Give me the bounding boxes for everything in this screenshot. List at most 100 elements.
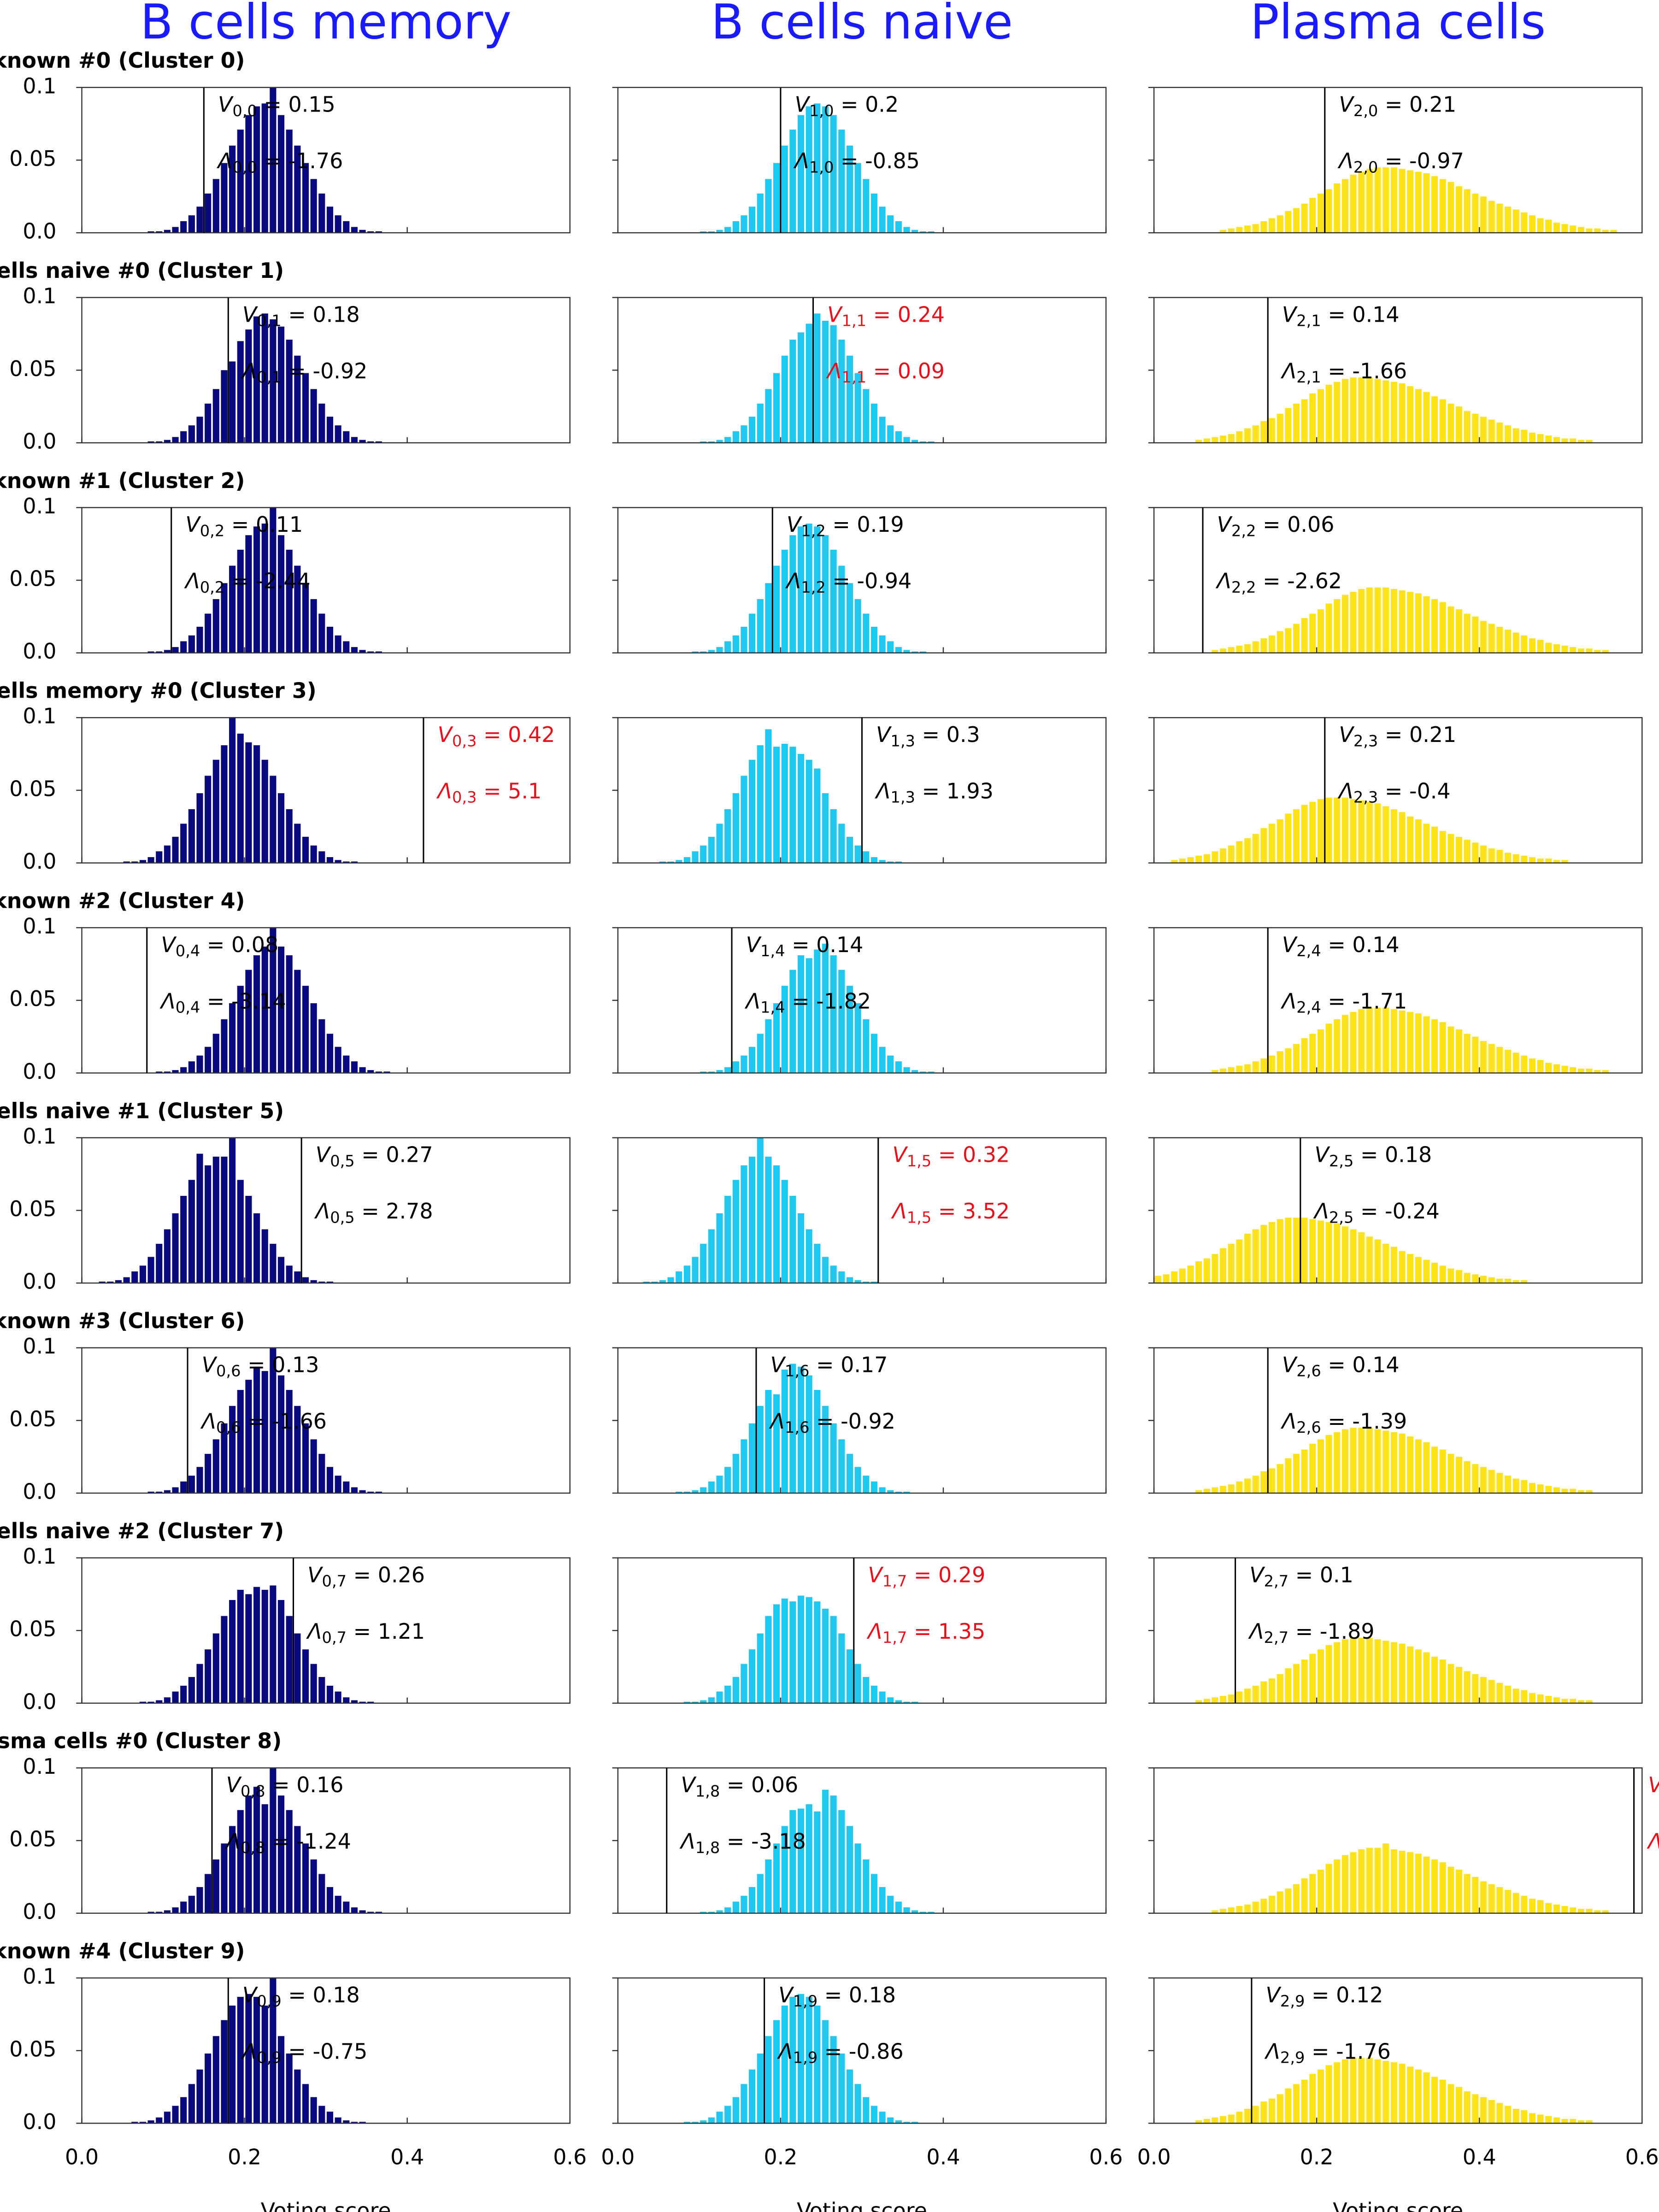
lambda-annotation: Λ0,7 = 1.21	[306, 1618, 425, 1646]
subscript: 0,8	[241, 1838, 265, 1856]
bar	[277, 1375, 285, 1493]
bar	[716, 824, 723, 863]
lambda-annotation: Λ2,6 = -1.39	[1281, 1408, 1407, 1436]
bar	[830, 809, 837, 863]
bar	[895, 861, 902, 863]
bar	[1456, 406, 1463, 443]
bar	[757, 1034, 764, 1073]
bar	[1390, 809, 1397, 863]
bar	[1203, 1258, 1210, 1283]
bar	[1341, 1429, 1348, 1493]
bar	[757, 1633, 764, 1703]
value-label: -1.66	[272, 1408, 327, 1433]
bar	[1496, 2103, 1503, 2124]
bar	[1334, 382, 1341, 443]
bar	[1260, 828, 1267, 863]
x-tick-label: 0.0	[1137, 2144, 1171, 2169]
symbol: V	[1314, 1142, 1330, 1167]
bar	[846, 583, 853, 653]
bar	[1350, 592, 1357, 653]
y-tick-label: 0.0	[23, 849, 56, 874]
bar	[1439, 1862, 1446, 1913]
v-annotation: V2,6 = 0.14	[1282, 1352, 1400, 1380]
bar	[253, 316, 260, 443]
bar	[277, 1600, 285, 1703]
bar	[1212, 437, 1218, 443]
bar	[286, 955, 293, 1073]
v-annotation: V1,5 = 0.32	[892, 1142, 1010, 1170]
bar	[846, 1453, 853, 1493]
bar	[1415, 1439, 1422, 1493]
bar	[1577, 1909, 1584, 1913]
bar	[1341, 179, 1348, 233]
bar	[294, 145, 301, 233]
value-label: -0.97	[1409, 148, 1464, 173]
symbol: Λ	[241, 2039, 257, 2064]
bar	[871, 1034, 877, 1073]
bar	[814, 526, 821, 653]
bar	[749, 1047, 756, 1073]
bar	[245, 970, 252, 1073]
subscript: 2,3	[1353, 788, 1378, 806]
value-label: 0.32	[963, 1142, 1010, 1167]
bar	[253, 955, 260, 1073]
bar	[261, 759, 268, 863]
y-tick-label: 0.1	[23, 1334, 56, 1359]
bar	[1570, 225, 1577, 233]
bar	[1529, 857, 1536, 863]
subscript: 2,1	[1296, 368, 1321, 386]
symbol: Λ	[1265, 2039, 1280, 2064]
bar	[261, 2006, 268, 2124]
bar	[1577, 2120, 1584, 2124]
bar	[1602, 1910, 1609, 1913]
v-annotation: V0,4 = 0.08	[161, 932, 278, 959]
bar	[838, 1271, 845, 1283]
bar	[1456, 186, 1463, 233]
bar	[115, 1280, 122, 1283]
bar	[326, 1282, 334, 1283]
value-label: -0.86	[849, 2039, 904, 2064]
symbol: V	[307, 1562, 324, 1587]
bar	[1521, 635, 1528, 653]
bar	[253, 1587, 260, 1703]
bar	[692, 651, 699, 653]
bar	[1472, 193, 1479, 233]
bar	[1382, 1843, 1389, 1913]
bar	[1407, 2066, 1414, 2124]
bar	[724, 641, 731, 653]
bar	[692, 851, 699, 863]
bar	[1236, 1481, 1243, 1493]
bar	[806, 324, 812, 443]
bar	[335, 2117, 341, 2124]
bar	[229, 1003, 236, 1073]
bar	[700, 1487, 707, 1493]
bar	[806, 1229, 812, 1283]
symbol: V	[161, 932, 177, 957]
bar	[1228, 2114, 1235, 2124]
bar	[1464, 2091, 1471, 2124]
bar	[1488, 1044, 1495, 1073]
bar	[1456, 2087, 1463, 2124]
bar	[212, 1156, 219, 1283]
bar	[318, 1282, 325, 1283]
bar	[164, 1697, 171, 1703]
subscript: 1,7	[882, 1629, 907, 1647]
bar	[1561, 860, 1568, 863]
value-label: 0.3	[947, 722, 980, 747]
subscript: 2,2	[1231, 522, 1256, 540]
bar	[131, 861, 138, 863]
bar	[1415, 1257, 1422, 1283]
bar	[1480, 1677, 1487, 1703]
bar	[757, 1406, 764, 1493]
bar	[838, 2053, 845, 2124]
bar	[310, 389, 317, 443]
symbol: V	[1339, 92, 1355, 117]
value-label: -1.76	[288, 148, 343, 173]
bar	[806, 1597, 812, 1703]
bar	[765, 179, 772, 233]
bar	[1407, 170, 1414, 233]
bar	[1285, 1458, 1292, 1493]
bar	[1277, 1219, 1283, 1283]
symbol: Λ	[785, 568, 801, 593]
bar	[212, 389, 219, 443]
